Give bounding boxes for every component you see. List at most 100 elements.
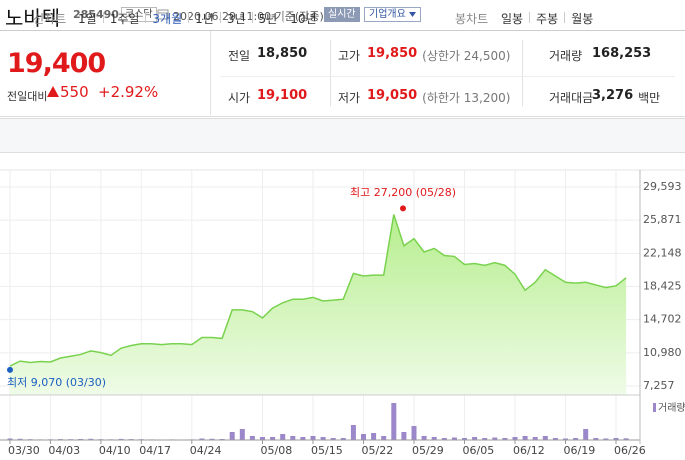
high-marker	[400, 205, 406, 212]
market-badge: 코스닥	[121, 7, 157, 22]
stock-name: 노바텍	[5, 6, 61, 30]
up-arrow	[47, 86, 59, 97]
tab[interactable]: 일봉	[501, 12, 524, 26]
volume-bar	[573, 438, 579, 440]
datetime: 2020.06.29 11:00 기준(장중)	[173, 8, 324, 24]
company-dropdown[interactable]: 기업개요	[364, 7, 421, 22]
x-tick-label: 06/26	[614, 444, 646, 457]
tab[interactable]: 1년	[195, 12, 214, 26]
change-pct: +2.92%	[98, 83, 159, 101]
x-tick-label: 05/08	[261, 444, 293, 457]
volume-bar	[613, 438, 619, 440]
stat-label: 전일	[228, 49, 251, 63]
x-tick-label: 03/30	[8, 444, 40, 457]
change: 550	[60, 83, 89, 101]
date: 2020.06.29 11:00	[173, 10, 272, 23]
volume-bar	[391, 403, 397, 440]
chart: 7,257 10,980 14,702 18,425 22,148 25,871 29,59…	[0, 169, 685, 457]
stat-value: 19,100	[257, 88, 308, 103]
summary-box	[0, 30, 685, 117]
volume-bar	[270, 437, 276, 440]
tab-separator	[283, 12, 285, 23]
volume-bar	[421, 436, 427, 440]
volume-bar	[290, 436, 296, 440]
x-tick-label: 06/19	[564, 444, 596, 457]
volume-bar	[239, 429, 245, 440]
x-tick-label: 04/24	[190, 444, 222, 457]
tab-separator	[219, 12, 221, 23]
stat-label: 고가	[338, 49, 361, 63]
volume-bar	[88, 438, 94, 440]
tab-separator	[564, 12, 566, 23]
x-tick-label: 04/10	[99, 444, 131, 457]
volume-bar	[249, 436, 255, 440]
legend-label: 거래량	[658, 402, 685, 414]
volume-bar	[542, 436, 548, 440]
volume-bar	[280, 434, 286, 440]
volume-bar	[7, 438, 13, 440]
tab[interactable]: 1주일	[109, 12, 140, 26]
y-tick-label: 18,425	[643, 280, 682, 293]
volume-bar	[340, 438, 346, 440]
stat-value: 19,850	[367, 46, 418, 61]
volume-bar	[603, 438, 609, 440]
volume-bar	[472, 437, 478, 440]
basis: 기준(장중)	[274, 10, 324, 23]
stat-label: 거래대금	[549, 91, 594, 105]
volume-bar	[118, 438, 124, 440]
tab-group-label: 봉차트	[455, 12, 489, 26]
tab[interactable]: 주봉	[536, 12, 559, 26]
realtime-button[interactable]: 실시간	[324, 7, 360, 22]
tab[interactable]: 1일	[78, 12, 97, 26]
volume-bar	[411, 426, 417, 440]
x-tick-label: 06/12	[513, 444, 545, 457]
volume-bar	[502, 438, 508, 440]
tab-group-label: 선차트	[33, 12, 67, 26]
volume-bar	[350, 425, 356, 440]
current-price: 19,400	[7, 48, 106, 79]
volume-bar	[462, 438, 467, 440]
volume-bar	[583, 429, 589, 440]
stat-label: 저가	[338, 91, 361, 105]
volume-bar	[320, 437, 326, 440]
tab[interactable]: 3개월	[152, 12, 183, 26]
y-tick-label: 14,702	[643, 313, 682, 326]
y-tick-label: 7,257	[643, 379, 675, 392]
volume-bar	[371, 433, 377, 440]
tab-separator	[102, 12, 104, 23]
stat-label: 시가	[228, 91, 251, 105]
tab-separator	[145, 12, 147, 23]
x-tick-label: 05/15	[311, 444, 343, 457]
volume-bar	[361, 434, 366, 440]
stock-code: 285490	[73, 8, 119, 21]
price-area	[10, 214, 627, 395]
volume-bar	[522, 436, 528, 440]
tab[interactable]: 10년	[290, 12, 317, 26]
stat-value: 19,050	[367, 88, 418, 103]
tab[interactable]: 3년	[226, 12, 246, 26]
company-label: 기업개요	[369, 9, 406, 20]
volume-bar	[199, 438, 205, 440]
low-marker	[7, 366, 13, 373]
volume-bar	[310, 436, 316, 440]
y-tick-label: 29,593	[643, 180, 682, 193]
dropdown-arrow	[409, 12, 416, 17]
price-line	[9, 214, 627, 367]
volume-bar	[512, 437, 518, 440]
volume-bar	[229, 432, 235, 440]
x-tick-label: 04/03	[48, 444, 80, 457]
tab-separator	[251, 12, 253, 23]
stat-note: (하한가 13,200)	[422, 91, 511, 105]
volume-bar	[431, 437, 437, 440]
y-tick-label: 25,871	[643, 213, 682, 226]
chart-tabs	[0, 118, 685, 153]
tab[interactable]: 5년	[258, 12, 278, 26]
tab[interactable]: 월봉	[571, 12, 594, 26]
volume-bar	[441, 438, 447, 440]
divider	[522, 40, 523, 106]
volume-bar	[532, 437, 538, 440]
volume-bar	[451, 437, 457, 440]
y-tick-label: 22,148	[643, 246, 682, 259]
